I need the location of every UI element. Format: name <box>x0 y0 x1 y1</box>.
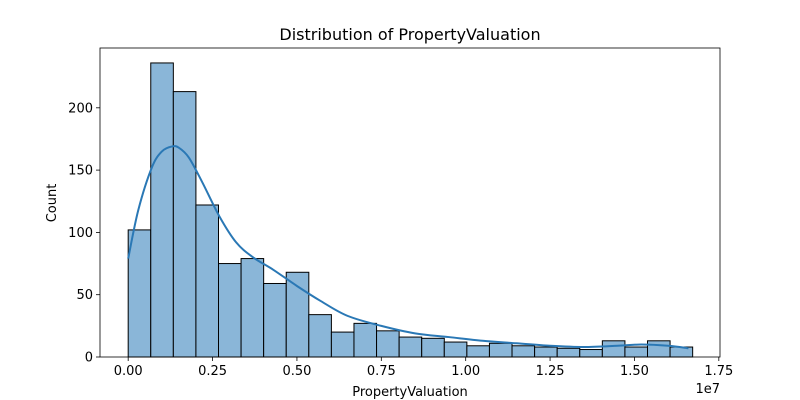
y-tick-label: 100 <box>68 226 93 241</box>
histogram-bar <box>601 340 626 358</box>
histogram-bar <box>534 346 558 358</box>
x-axis-offset-label: 1e7 <box>695 382 720 397</box>
x-tick-label: 0.50 <box>282 364 311 379</box>
y-tick-label: 200 <box>68 101 93 116</box>
histogram-bar <box>285 271 310 358</box>
histogram-bar <box>195 204 219 358</box>
x-tick-label: 0.75 <box>367 364 396 379</box>
histogram-bar <box>376 330 400 358</box>
histogram-bar <box>466 345 490 358</box>
histogram-bar <box>647 340 671 358</box>
x-tick-label: 1.50 <box>620 364 649 379</box>
histogram-bar <box>669 346 694 358</box>
x-axis-ticks: 0.00 0.25 0.50 0.75 1.00 1.25 1.50 1.75 <box>114 357 733 379</box>
histogram-bar <box>579 349 603 358</box>
histogram-bar <box>353 322 378 358</box>
x-tick-label: 0.00 <box>114 364 143 379</box>
y-tick-label: 150 <box>68 164 93 179</box>
histogram-bar <box>624 346 649 358</box>
histogram-bar <box>172 91 197 358</box>
histogram-bar <box>240 258 265 358</box>
histogram-bar <box>421 337 445 358</box>
histogram-bar <box>308 314 332 358</box>
histogram-bar <box>127 229 152 358</box>
x-tick-label: 1.75 <box>704 364 733 379</box>
histogram-bar <box>263 282 287 358</box>
x-tick-label: 1.25 <box>536 364 565 379</box>
histogram-bar <box>511 345 536 358</box>
y-axis-label: Count <box>45 184 60 223</box>
histogram-bar <box>398 336 423 358</box>
chart-title: Distribution of PropertyValuation <box>279 25 540 44</box>
x-axis-label: PropertyValuation <box>352 385 468 400</box>
histogram-bar <box>330 331 355 358</box>
x-tick-label: 1.00 <box>451 364 480 379</box>
histogram-bar <box>217 263 242 358</box>
y-axis-ticks: 0 50 100 150 200 <box>68 101 100 366</box>
kde-curve <box>127 145 689 350</box>
y-tick-label: 50 <box>76 288 93 303</box>
histogram-bar <box>556 347 581 358</box>
histogram-bar <box>443 341 468 358</box>
x-tick-label: 0.25 <box>198 364 227 379</box>
histogram-bar <box>150 62 174 358</box>
axes-frame <box>99 47 721 358</box>
y-tick-label: 0 <box>85 351 93 366</box>
histogram-bar <box>488 342 513 358</box>
